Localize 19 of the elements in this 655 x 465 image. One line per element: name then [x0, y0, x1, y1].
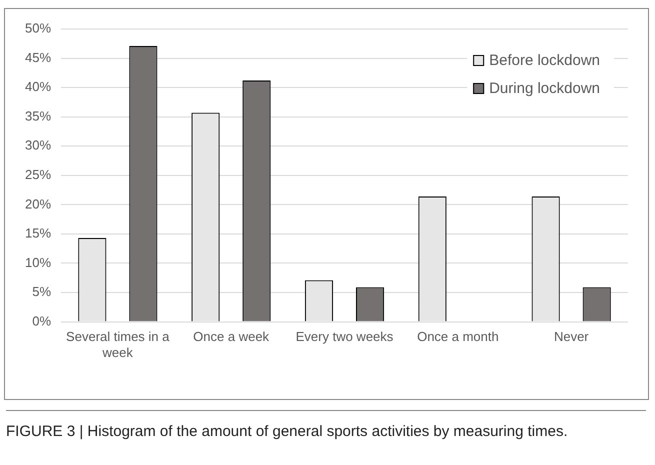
- x-tick-label: Never: [554, 329, 590, 344]
- y-tick-label: 50%: [24, 20, 52, 36]
- x-tick-label: Several times in a week: [66, 329, 170, 360]
- y-tick-label: 40%: [24, 79, 52, 94]
- y-tick-label: 35%: [24, 108, 52, 124]
- y-tick-label: 15%: [24, 226, 52, 241]
- x-tick-label: Once a month: [417, 329, 499, 344]
- legend-label: During lockdown: [489, 80, 600, 98]
- caption: FIGURE 3 | Histogram of the amount of general sports activities by measuring times.: [6, 422, 569, 442]
- y-tick-label: 0%: [32, 313, 52, 328]
- y-tick-label: 20%: [24, 196, 52, 212]
- y-tick-label: 10%: [24, 254, 52, 270]
- y-tick-label: 25%: [24, 166, 52, 182]
- legend-label: Before lockdown: [489, 52, 600, 70]
- y-tick-label: 30%: [24, 138, 52, 153]
- y-tick-label: 45%: [24, 50, 52, 65]
- x-tick-label: Every two weeks: [296, 329, 394, 344]
- x-tick-label: Once a week: [193, 329, 270, 344]
- y-tick-label: 5%: [32, 284, 52, 300]
